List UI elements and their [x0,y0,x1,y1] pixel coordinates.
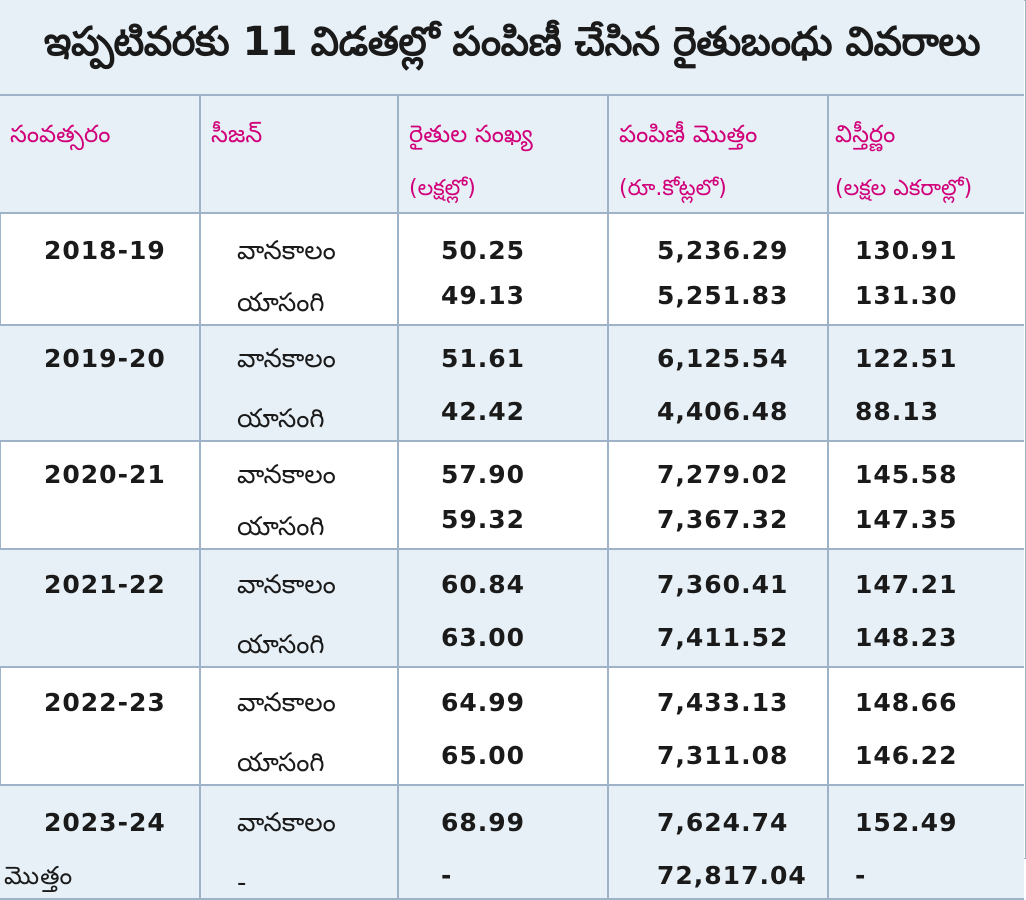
cell-farmers: 68.99- [397,785,608,900]
cell-season: వానకాలం యాసంగి [199,213,398,326]
table-row: 2018-19 వానకాలం యాసంగి 50.25 49.13 5,236.29 5,… [0,213,1024,326]
header-area: విస్తీర్ణం (లక్షల ఎకరాల్లో) [827,96,1024,214]
header-year: సంవత్సరం [0,96,200,214]
header-amount: పంపిణీ మొత్తం (రూ.కోట్లలో) [607,96,828,214]
cell-amount: 7,433.13 7,311.08 [607,667,828,786]
cell-amount: 7,279.02 7,367.32 [607,441,828,550]
header-farmers: రైతుల సంఖ్య (లక్షల్లో) [397,96,608,214]
cell-amount: 5,236.29 5,251.83 [607,213,828,326]
table-row: 2020-21 వానకాలం యాసంగి 57.90 59.32 7,279.02 7,… [0,441,1024,550]
rythu-bandhu-table: సంవత్సరం సీజన్ రైతుల సంఖ్య (లక్షల్లో) పంప… [0,96,1024,900]
cell-area: 122.51 88.13 [827,325,1024,442]
cell-season: వానకాలం యాసంగి [199,441,398,550]
cell-year: 2020-21 [0,441,200,550]
cell-farmers: 51.61 42.42 [397,325,608,442]
table-row: 2021-22 వానకాలం యాసంగి 60.84 63.00 7,360.41 7,… [0,549,1024,668]
page-title: ఇప్పటివరకు 11 విడతల్లో పంపిణీ చేసిన రైతు… [0,0,1024,96]
cell-farmers: 64.99 65.00 [397,667,608,786]
cell-area: 130.91 131.30 [827,213,1024,326]
cell-amount: 6,125.54 4,406.48 [607,325,828,442]
table-row: 2019-20 వానకాలం యాసంగి 51.61 42.42 6,125.54 4,… [0,325,1024,442]
cell-season: వానకాలం యాసంగి [199,325,398,442]
cell-farmers: 57.90 59.32 [397,441,608,550]
cell-area: 147.21 148.23 [827,549,1024,668]
header-season: సీజన్ [199,96,398,214]
cell-year: 2021-22 [0,549,200,668]
cell-area: 148.66 146.22 [827,667,1024,786]
cell-year: 2022-23 [0,667,200,786]
cell-year: 2019-20 [0,325,200,442]
cell-year: 2018-19 [0,213,200,326]
cell-season: వానకాలం యాసంగి [199,549,398,668]
table-row: 2023-24 మొత్తం వానకాలం -68.99-7,624.74 72,81… [0,785,1024,900]
cell-farmers: 50.25 49.13 [397,213,608,326]
table-header-row: సంవత్సరం సీజన్ రైతుల సంఖ్య (లక్షల్లో) పంప… [0,96,1024,214]
cell-amount: 7,360.41 7,411.52 [607,549,828,668]
cell-year: 2023-24 మొత్తం [0,785,200,900]
cell-season: వానకాలం - [199,785,398,900]
cell-area: 145.58 147.35 [827,441,1024,550]
cell-amount: 7,624.74 72,817.04 [607,785,828,900]
cell-farmers: 60.84 63.00 [397,549,608,668]
cell-season: వానకాలం యాసంగి [199,667,398,786]
cell-area: 152.49- [827,785,1024,900]
table-row: 2022-23 వానకాలం యాసంగి 64.99 65.00 7,433.13 7,… [0,667,1024,786]
